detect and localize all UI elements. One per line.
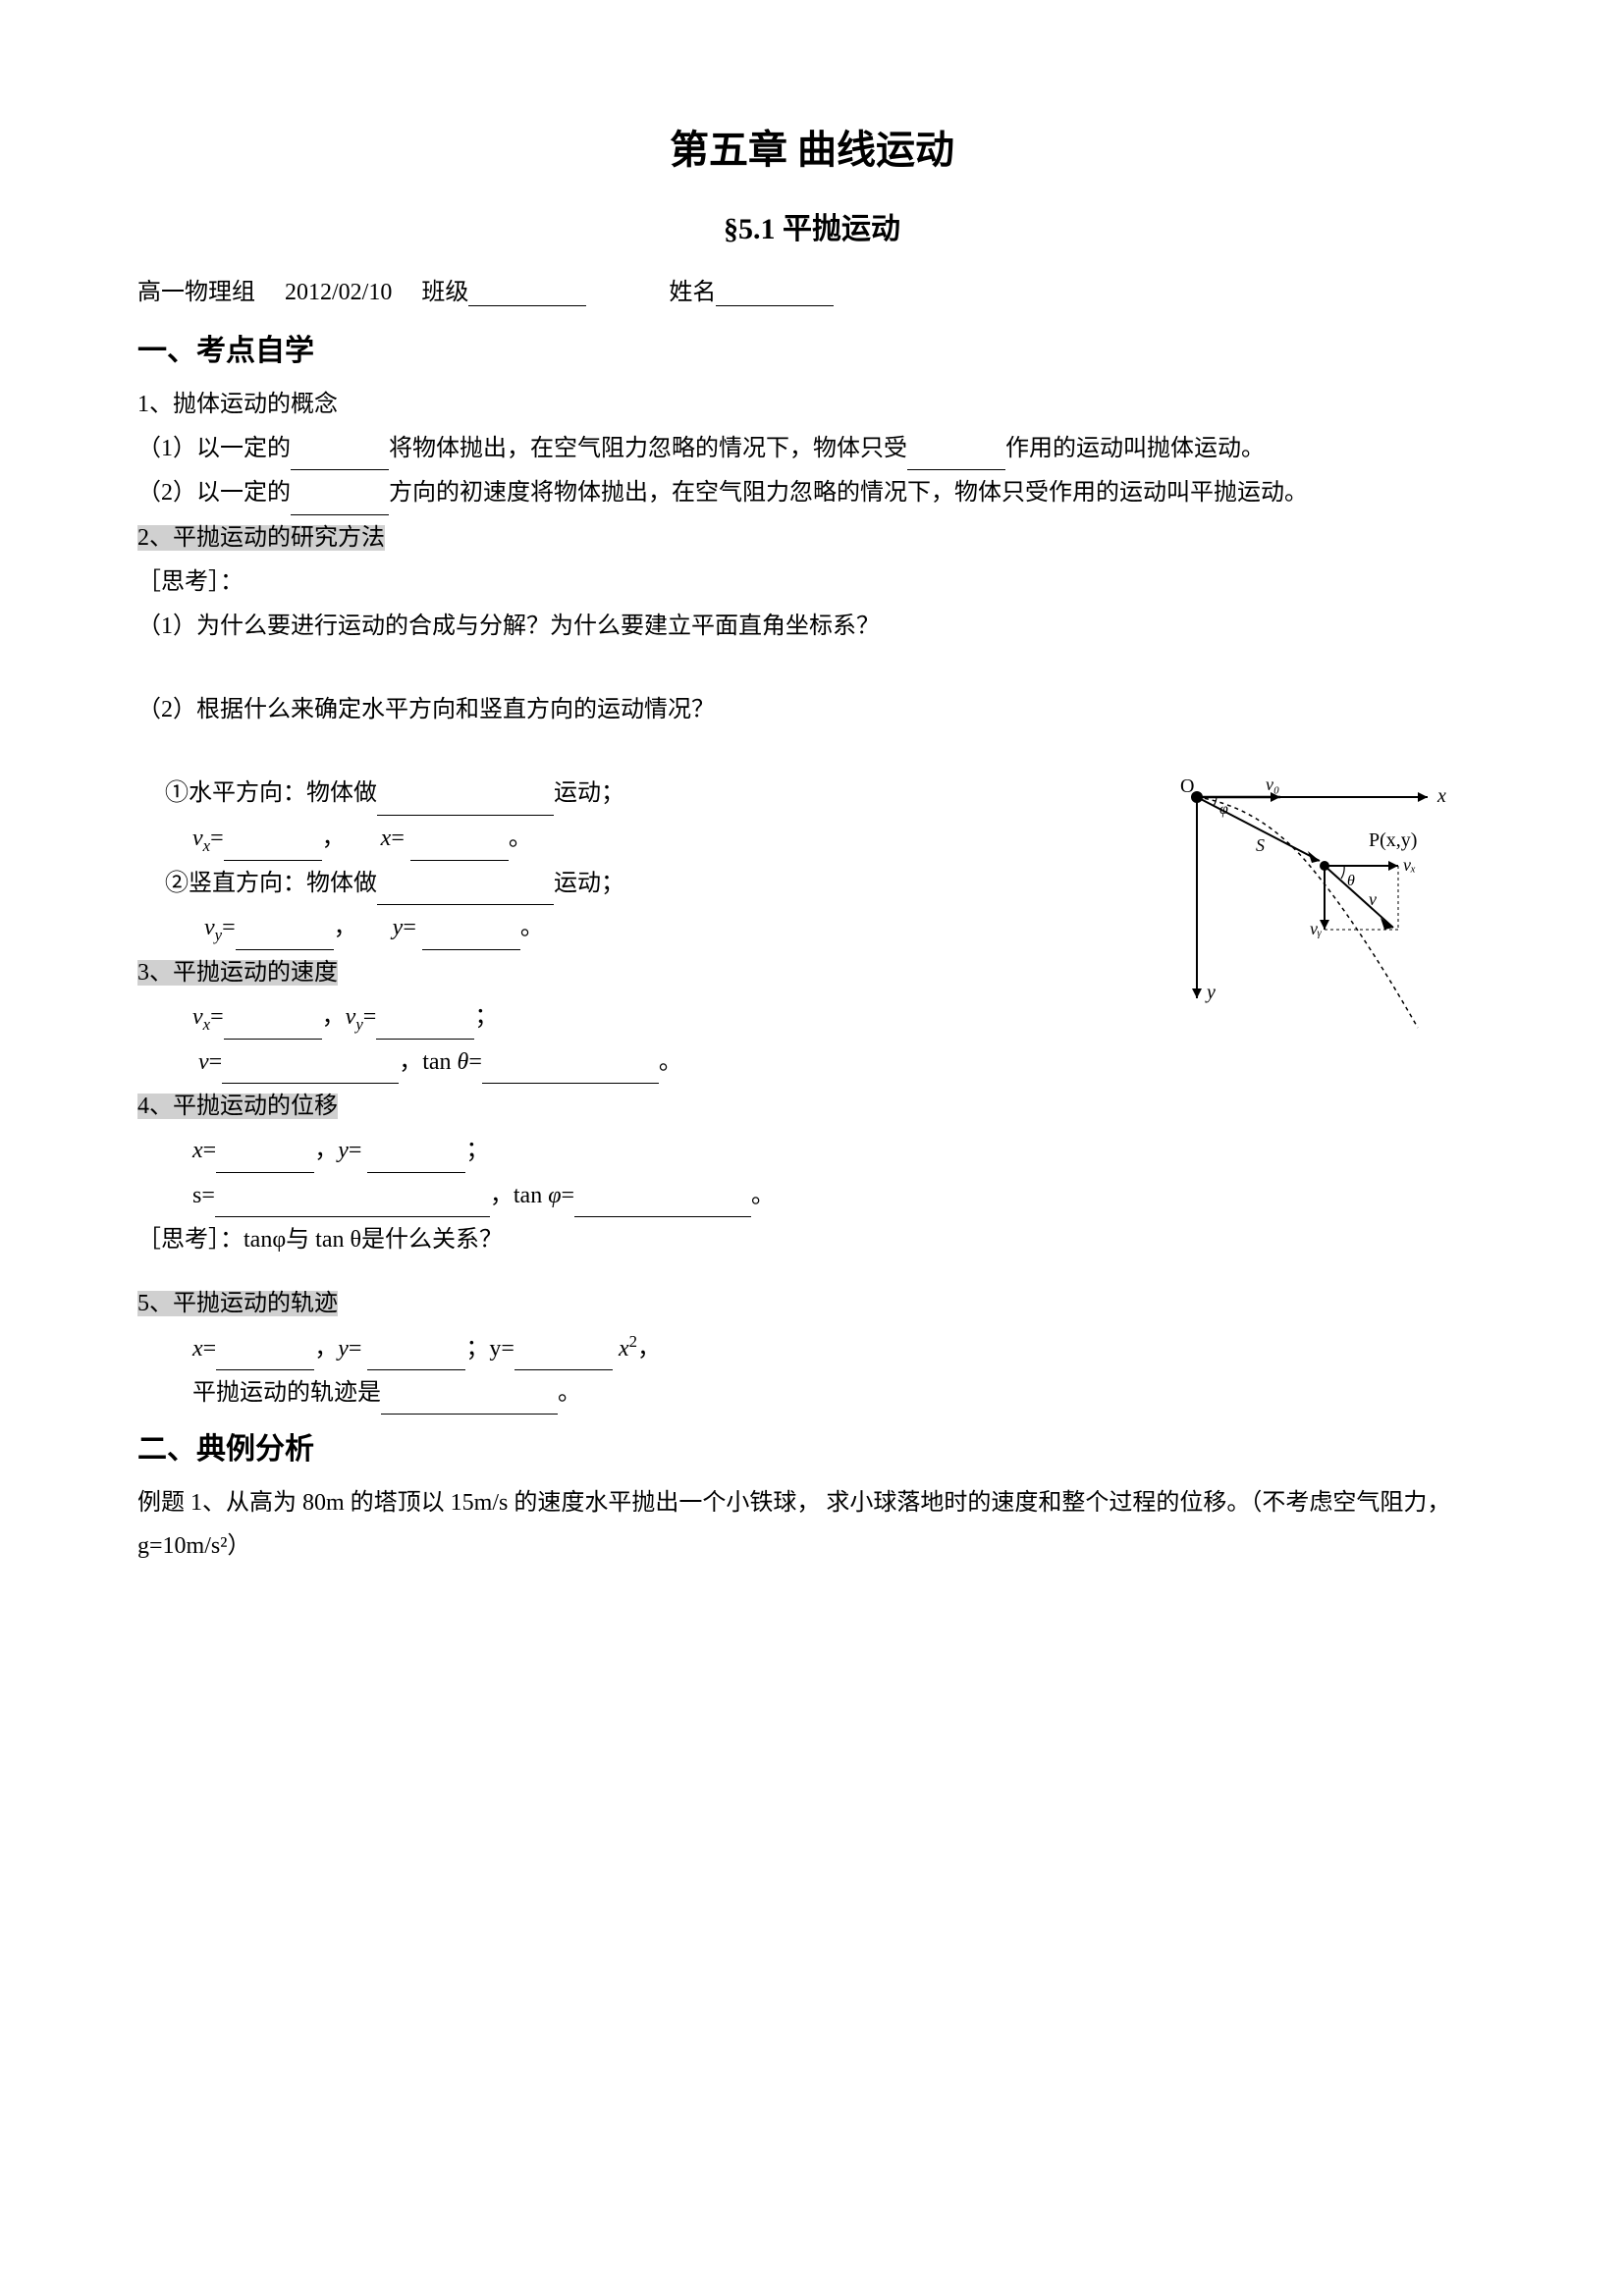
- p1b: 将物体抛出，在空气阻力忽略的情况下，物体只受: [389, 436, 907, 461]
- diagram-S: S: [1256, 835, 1265, 855]
- section-a-heading: 一、考点自学: [137, 326, 1487, 369]
- s-tanphi-line: s=，tan φ=。: [137, 1175, 1119, 1217]
- blank-vy2[interactable]: [376, 1018, 474, 1040]
- group-label: 高一物理组: [137, 280, 255, 305]
- trail-text: 平抛运动的轨迹是: [192, 1380, 381, 1406]
- diagram-v0: v₀: [1266, 774, 1279, 794]
- diagram-phi: φ: [1219, 801, 1228, 818]
- h2a: ②竖直方向：物体做: [165, 871, 377, 896]
- date-text: 2012/02/10: [285, 280, 392, 305]
- blank-traj[interactable]: [381, 1393, 558, 1415]
- blank-v[interactable]: [222, 1062, 399, 1084]
- blank-y2[interactable]: [367, 1151, 465, 1173]
- diagram-vx: vₓ: [1403, 855, 1416, 875]
- content-with-diagram: ①水平方向：物体做运动； vx=， x= 。 ②竖直方向：物体做运动； vy=，…: [137, 773, 1487, 1216]
- think2: ［思考］：tanφ与 tan θ是什么关系？: [137, 1219, 1487, 1261]
- diagram-O: O: [1180, 775, 1194, 797]
- vx-x-line: vx=， x= 。: [137, 818, 1119, 861]
- item3-title: 3、平抛运动的速度: [137, 952, 1119, 994]
- blank-p2-1[interactable]: [291, 494, 389, 515]
- item4-title: 4、平抛运动的位移: [137, 1086, 1119, 1128]
- p1c: 作用的运动叫抛体运动。: [1005, 436, 1265, 461]
- h1a: ①水平方向：物体做: [165, 780, 377, 806]
- blank-x3[interactable]: [216, 1349, 314, 1370]
- item4-hl: 4、平抛运动的位移: [137, 1094, 338, 1119]
- item2-title: 2、平抛运动的研究方法: [137, 517, 1487, 560]
- blank-vx2[interactable]: [224, 1018, 322, 1040]
- item3-hl: 3、平抛运动的速度: [137, 960, 338, 986]
- item2-q2: （2）根据什么来确定水平方向和竖直方向的运动情况？: [137, 689, 1487, 731]
- chapter-title: 第五章 曲线运动: [137, 118, 1487, 175]
- class-label: 班级: [421, 280, 468, 305]
- blank-vy1[interactable]: [236, 929, 334, 950]
- p2b: 方向的初速度将物体抛出，在空气阻力忽略的情况下，物体只受作用的运动叫平抛运动。: [389, 480, 1308, 506]
- vert-line: ②竖直方向：物体做 运动；: [137, 863, 1119, 905]
- name-blank[interactable]: [716, 283, 834, 306]
- p1a: （1）以一定的: [137, 436, 291, 461]
- diagram-yaxis: y: [1205, 982, 1216, 1003]
- h1b: 运动；: [554, 780, 624, 806]
- blank-h2[interactable]: [377, 883, 554, 905]
- vy-y-line: vy=， y= 。: [137, 907, 1119, 950]
- diagram-vy: vᵧ: [1310, 919, 1322, 938]
- vx-vy-line2: vx=，vy=；: [137, 996, 1119, 1040]
- blank-p1-2[interactable]: [907, 449, 1005, 470]
- blank-y3[interactable]: [367, 1349, 465, 1370]
- example1: 例题 1、从高为 80m 的塔顶以 15m/s 的速度水平抛出一个小铁球， 求小…: [137, 1482, 1487, 1567]
- blank-yx2[interactable]: [514, 1349, 613, 1370]
- item1-p2: （2）以一定的 方向的初速度将物体抛出，在空气阻力忽略的情况下，物体只受作用的运动…: [137, 472, 1487, 514]
- item2-title-hl: 2、平抛运动的研究方法: [137, 525, 385, 551]
- item1-title: 1、抛体运动的概念: [137, 384, 1487, 426]
- item5-title: 5、平抛运动的轨迹: [137, 1283, 1487, 1325]
- class-blank[interactable]: [468, 283, 586, 306]
- horiz-line: ①水平方向：物体做 运动；: [137, 773, 1119, 815]
- blank-h1[interactable]: [377, 794, 554, 816]
- blank-p1-1[interactable]: [291, 449, 389, 470]
- blank-s[interactable]: [215, 1196, 490, 1217]
- traj-eq: x=，y= ；y= x2，: [137, 1327, 1487, 1370]
- item5-hl: 5、平抛运动的轨迹: [137, 1291, 338, 1316]
- item2-q1: （1）为什么要进行运动的合成与分解？为什么要建立平面直角坐标系？: [137, 606, 1487, 648]
- meta-row: 高一物理组 2012/02/10 班级 姓名: [137, 272, 1487, 306]
- blank-x1[interactable]: [410, 839, 509, 861]
- h2b: 运动；: [554, 871, 624, 896]
- blank-tanphi[interactable]: [574, 1196, 751, 1217]
- diagram-P: P(x,y): [1369, 829, 1417, 851]
- projectile-diagram: O v₀ x y P(x,y) S φ θ vₓ vᵧ v: [1172, 773, 1467, 1047]
- blank-y1[interactable]: [422, 929, 520, 950]
- section-title: §5.1 平抛运动: [137, 204, 1487, 247]
- diagram-v: v: [1369, 889, 1377, 909]
- section-b-heading: 二、典例分析: [137, 1424, 1487, 1468]
- diagram-xaxis: x: [1436, 785, 1446, 807]
- blank-tantheta[interactable]: [482, 1062, 659, 1084]
- diagram-theta: θ: [1347, 873, 1355, 889]
- xy-line2: x=，y= ；: [137, 1130, 1119, 1172]
- name-label: 姓名: [669, 280, 716, 305]
- v-tan-line: v=，tan θ=。: [137, 1041, 1119, 1084]
- traj-shape: 平抛运动的轨迹是。: [137, 1372, 1487, 1415]
- think-label: ［思考］：: [137, 561, 1487, 604]
- item1-p1: （1）以一定的 将物体抛出，在空气阻力忽略的情况下，物体只受 作用的运动叫抛体运动。: [137, 428, 1487, 470]
- blank-vx1[interactable]: [224, 839, 322, 861]
- blank-x2[interactable]: [216, 1151, 314, 1173]
- p2a: （2）以一定的: [137, 480, 291, 506]
